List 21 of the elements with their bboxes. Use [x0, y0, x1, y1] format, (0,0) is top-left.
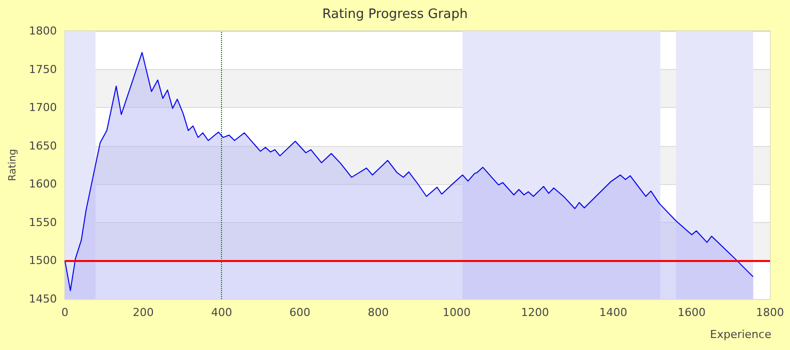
y-tick-label: 1650 — [28, 139, 57, 152]
x-tick-label: 1400 — [599, 306, 628, 319]
y-tick-label: 1500 — [28, 254, 57, 268]
y-tick-label: 1800 — [28, 24, 57, 38]
x-tick-label: 1800 — [756, 306, 784, 319]
x-tick-label: 1200 — [520, 306, 549, 319]
y-tick-label: 1550 — [28, 216, 57, 229]
x-tick-label: 200 — [132, 306, 154, 319]
y-tick-label: 1450 — [28, 292, 57, 306]
y-tick-label: 1600 — [28, 178, 57, 191]
y-tick-label: 1750 — [28, 62, 57, 76]
y-tick-label: 1700 — [28, 101, 57, 114]
x-tick-label: 400 — [211, 306, 232, 319]
y-axis-title: Rating — [8, 148, 18, 182]
x-tick-label: 1600 — [678, 306, 706, 319]
x-tick-label: 1000 — [442, 306, 471, 319]
x-tick-label: 600 — [289, 306, 310, 319]
x-tick-label: 0 — [61, 306, 68, 319]
x-tick-label: 800 — [368, 306, 389, 319]
x-axis-title: Experience — [710, 328, 772, 341]
chart-title: Rating Progress Graph — [322, 7, 468, 22]
